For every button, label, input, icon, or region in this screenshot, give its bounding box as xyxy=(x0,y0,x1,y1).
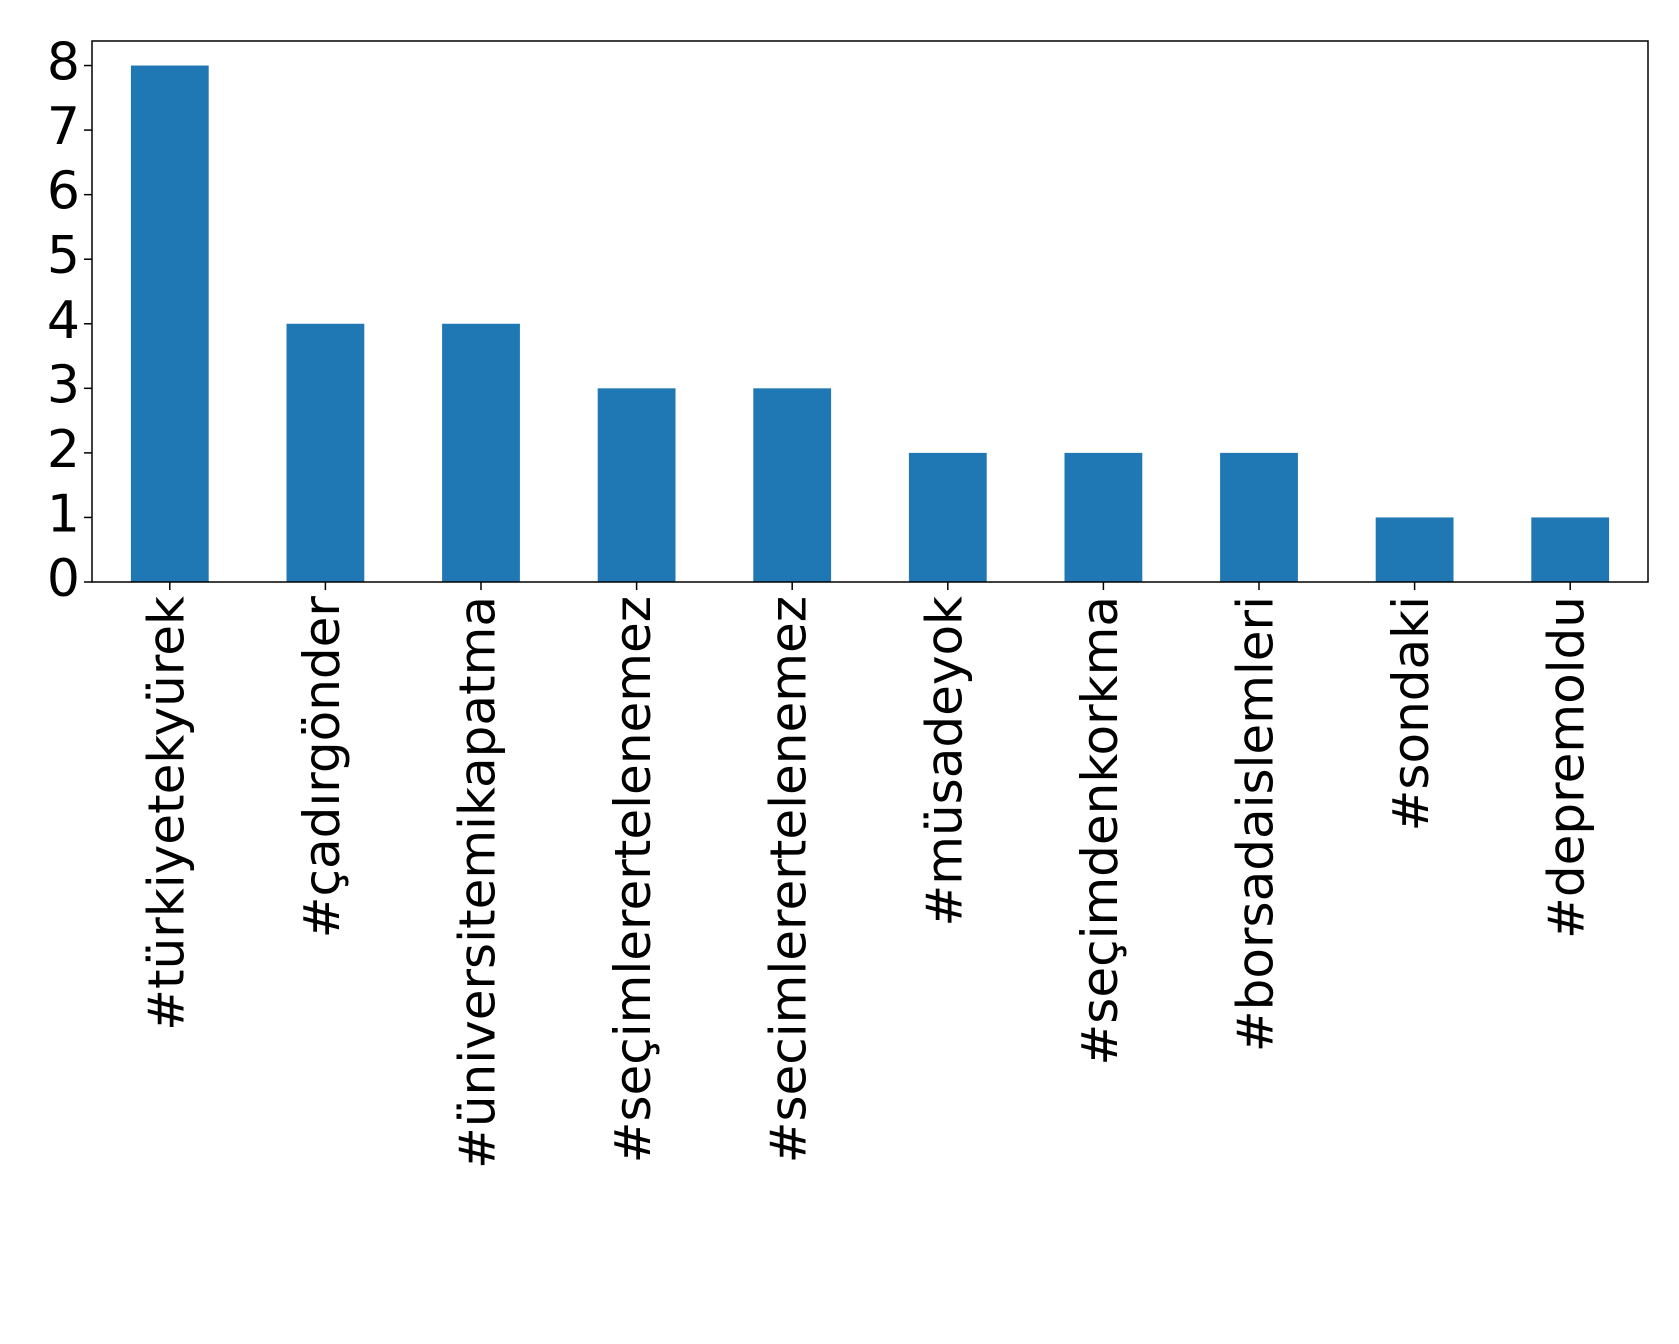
y-tick-label: 8 xyxy=(47,33,80,93)
x-tick-label: #çadırgönder xyxy=(293,596,351,939)
x-tick-label: #secimlerertelenemez xyxy=(760,596,818,1163)
y-tick-label: 1 xyxy=(47,484,80,544)
bar xyxy=(1531,517,1610,582)
bar xyxy=(597,388,676,582)
bar xyxy=(908,452,987,582)
y-tick-label: 2 xyxy=(47,420,80,480)
bar xyxy=(1064,452,1143,582)
y-tick-label: 6 xyxy=(47,162,80,222)
x-tick-label: #üniversitemikapatma xyxy=(449,596,507,1169)
bar xyxy=(1220,452,1298,582)
bar xyxy=(753,388,832,582)
y-tick-label: 3 xyxy=(47,355,80,415)
y-tick-label: 0 xyxy=(47,549,80,609)
bar xyxy=(286,323,365,582)
x-tick-label: #seçimlerertelenemez xyxy=(604,596,662,1163)
x-tick-label: #depremoldu xyxy=(1538,596,1596,939)
x-tick-label: #müsadeyok xyxy=(915,596,973,927)
y-tick-label: 7 xyxy=(47,97,80,157)
bar xyxy=(1375,517,1454,582)
x-tick-label: #türkiyetekyürek xyxy=(137,596,195,1031)
x-tick-label: #sondaki xyxy=(1382,596,1440,831)
x-tick-label: #seçimdenkorkma xyxy=(1071,596,1129,1066)
x-tick-label: #borsadaislemleri xyxy=(1227,596,1285,1052)
bar xyxy=(130,65,209,582)
bar xyxy=(442,323,520,582)
y-tick-label: 4 xyxy=(47,291,80,351)
plot-frame xyxy=(91,40,1649,583)
y-tick-label: 5 xyxy=(47,226,80,286)
